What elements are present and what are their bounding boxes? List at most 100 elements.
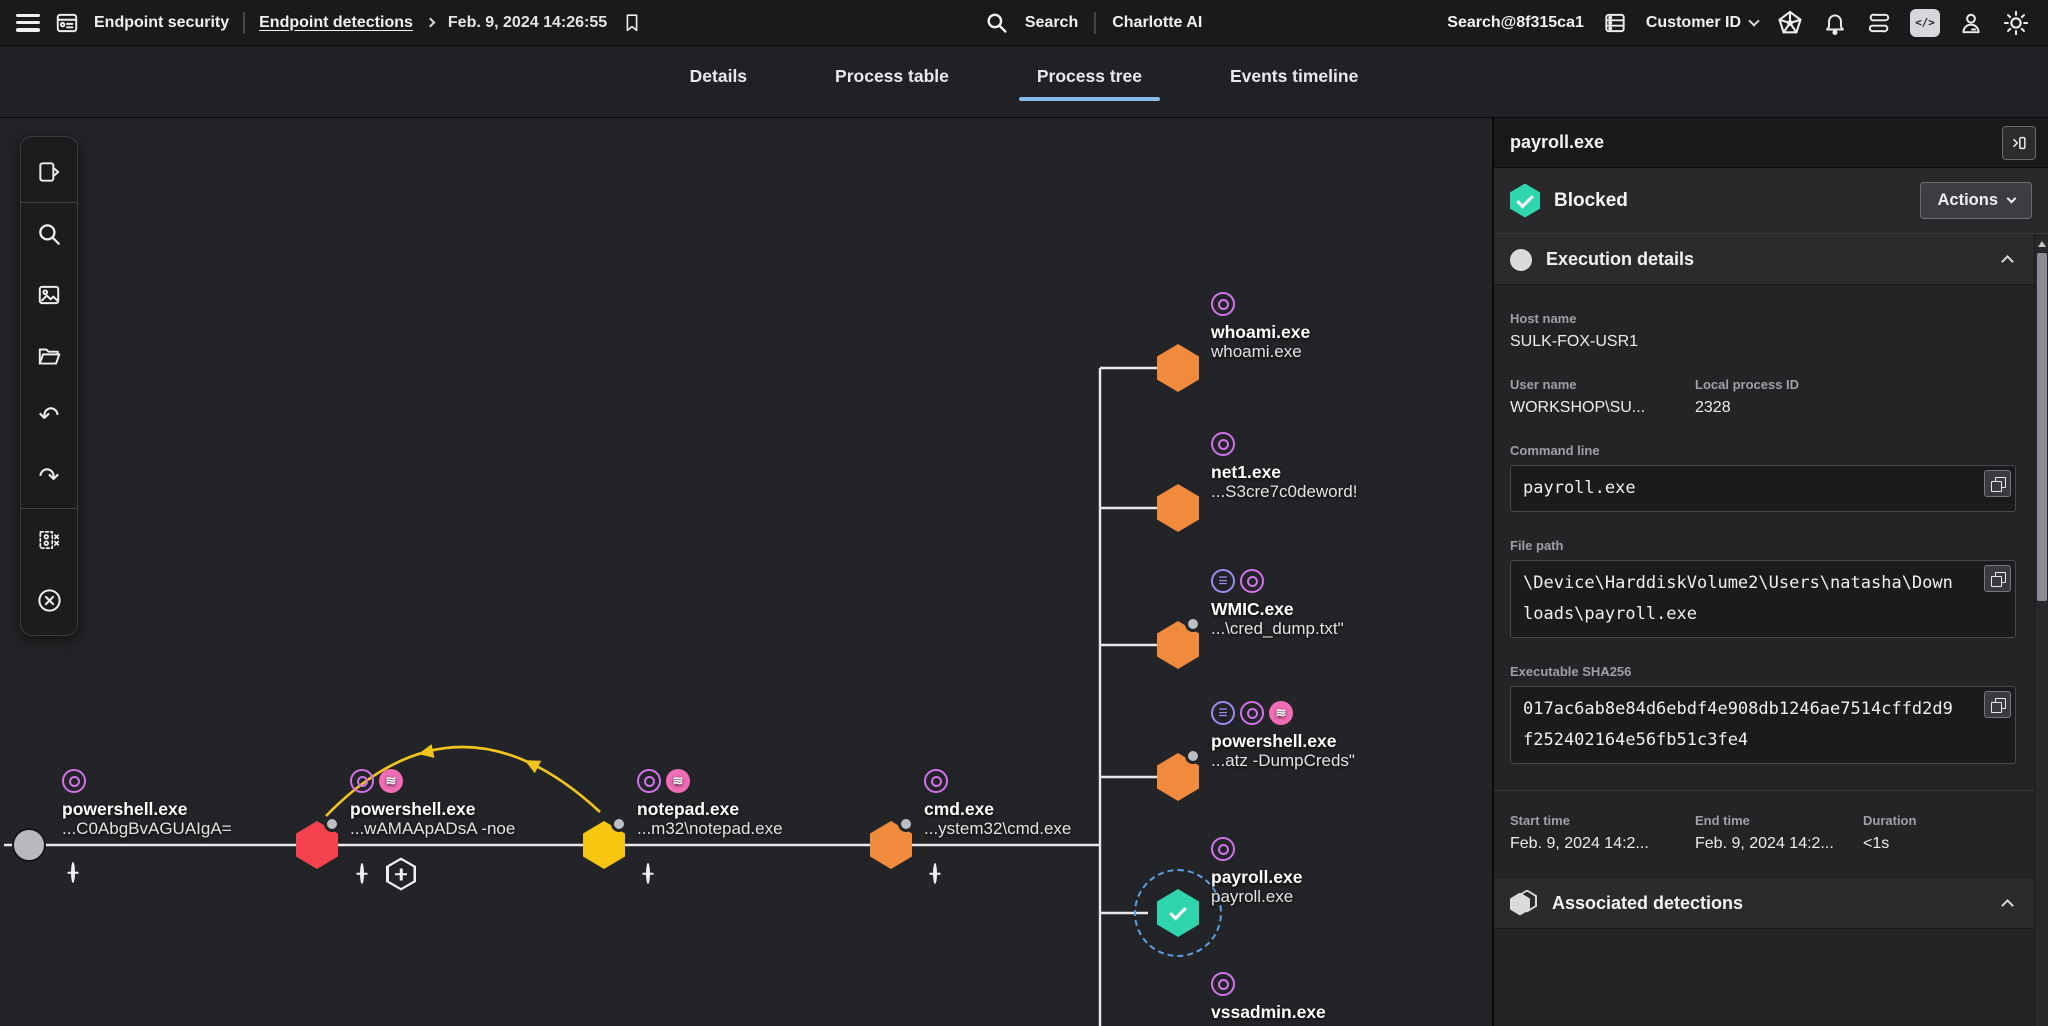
process-node-whoami[interactable] — [1157, 344, 1199, 392]
servers-icon[interactable] — [1602, 10, 1628, 36]
process-node-net1[interactable] — [1157, 484, 1199, 532]
field-label: File path — [1510, 538, 1564, 553]
expand-node-button[interactable] — [386, 857, 416, 891]
tool-snapshot-icon[interactable] — [20, 264, 78, 325]
field-divider — [1494, 790, 2034, 791]
label-icons — [1211, 972, 1492, 998]
section-associated-detections[interactable]: Associated detections — [1494, 879, 2034, 929]
field-file-path: File path \Device\HarddiskVolume2\Users\n… — [1510, 538, 2016, 638]
process-commandline: ...\cred_dump.txt" — [1211, 619, 1344, 638]
label-icons — [350, 769, 650, 795]
process-commandline: ... — [1211, 1022, 1492, 1026]
code-line: payroll.exe — [1523, 478, 1636, 498]
user-icon[interactable] — [1958, 10, 1984, 36]
chevron-up-icon — [2001, 899, 2014, 912]
app-badge-icon[interactable] — [54, 10, 80, 36]
customer-id-dropdown[interactable]: Customer ID — [1646, 14, 1760, 32]
script-list-icon — [1211, 701, 1235, 725]
breadcrumb-link[interactable]: Endpoint detections — [259, 13, 413, 31]
canvas-toolbar: ↶ ↷ — [20, 136, 78, 636]
process-commandline: ...atz -DumpCreds" — [1211, 751, 1355, 770]
field-label: Host name — [1510, 311, 1577, 326]
falcon-pentagon-icon[interactable] — [1776, 9, 1804, 37]
copy-button[interactable] — [1984, 470, 2011, 497]
field-duration: Duration <1s — [1863, 813, 1983, 853]
tab-process-tree[interactable]: Process tree — [1018, 56, 1160, 107]
tab-process-table[interactable]: Process table — [823, 56, 961, 107]
process-tree-canvas[interactable]: powershell.exe...C0AbgBvAGUAIgA=powershe… — [0, 118, 1492, 1026]
collapse-node-button[interactable] — [646, 863, 650, 884]
tab-label: Process tree — [1036, 66, 1142, 86]
minus-icon — [646, 863, 650, 884]
search-icon[interactable] — [985, 11, 1009, 35]
tool-undo-icon[interactable]: ↶ — [38, 402, 60, 430]
scroll-up-icon[interactable] — [2038, 241, 2046, 247]
field-label: Duration — [1863, 813, 1917, 828]
process-name: payroll.exe — [1211, 867, 1303, 887]
copy-button[interactable] — [1984, 565, 2011, 592]
code-icon[interactable]: </> — [1910, 8, 1940, 37]
process-label-vssadmin: vssadmin.exe... — [1211, 972, 1492, 1026]
collapse-node-button[interactable] — [933, 863, 937, 884]
process-node-powershell-root[interactable] — [12, 828, 46, 862]
detection-target-icon — [62, 769, 86, 793]
field-value: Feb. 9, 2024 14:2... — [1695, 835, 1834, 852]
tool-redo-icon[interactable]: ↷ — [38, 463, 60, 491]
notifications-bell-icon[interactable] — [1822, 10, 1848, 36]
code-line: loads\payroll.exe — [1523, 604, 1697, 624]
sensor-wave-icon — [379, 769, 403, 793]
field-label: Executable SHA256 — [1510, 664, 1632, 679]
collapse-node-button[interactable] — [71, 862, 75, 883]
tab-events-timeline[interactable]: Events timeline — [1218, 56, 1370, 107]
process-node-payroll[interactable] — [1157, 889, 1199, 937]
section-execution-details[interactable]: Execution details — [1494, 235, 2034, 285]
copy-button[interactable] — [1984, 691, 2011, 718]
code-value[interactable]: 017ac6ab8e84d6ebdf4e908db1246ae7514cffd2… — [1510, 686, 2016, 764]
tab-label: Details — [689, 66, 748, 86]
process-commandline: whoami.exe — [1211, 342, 1302, 361]
tool-folder-icon[interactable] — [20, 325, 78, 386]
detection-target-icon — [1211, 292, 1235, 316]
process-commandline: ...wAMAApADsA -noe — [350, 819, 516, 838]
panel-scrollbar[interactable] — [2034, 235, 2048, 1026]
minus-icon — [360, 863, 364, 884]
bookmark-icon[interactable] — [621, 12, 643, 34]
search-label[interactable]: Search — [1024, 14, 1079, 31]
code-value[interactable]: \Device\HarddiskVolume2\Users\natasha\Do… — [1510, 560, 2016, 638]
process-name: powershell.exe — [1211, 731, 1337, 751]
collapse-node-button[interactable] — [360, 863, 364, 884]
label-icons — [924, 769, 1224, 795]
actions-button[interactable]: Actions — [1920, 182, 2032, 219]
field-value: SULK-FOX-USR1 — [1510, 333, 1639, 350]
field-row: User name WORKSHOP\SU... Local process ID 2… — [1510, 377, 2016, 417]
theme-sun-icon[interactable] — [2002, 9, 2030, 37]
sensor-wave-icon — [1269, 701, 1293, 725]
charlotte-ai-link[interactable]: Charlotte AI — [1112, 14, 1203, 31]
detection-target-icon — [1211, 972, 1235, 996]
script-list-icon — [1211, 569, 1235, 593]
selection-ring — [1134, 869, 1222, 957]
scrollbar-thumb[interactable] — [2037, 253, 2047, 601]
tab-underline — [672, 97, 765, 101]
process-commandline: payroll.exe — [1211, 887, 1294, 906]
plus-hexagon-icon — [386, 857, 416, 891]
tab-underline — [1212, 97, 1376, 101]
blocked-shield-icon — [1510, 183, 1540, 218]
node-hexagon — [1157, 889, 1199, 937]
tab-details[interactable]: Details — [678, 56, 759, 107]
process-commandline: ...S3cre7c0deword! — [1211, 482, 1358, 501]
field-value: 2328 — [1695, 399, 1731, 416]
details-panel: payroll.exe Blocked Actions Execution de… — [1492, 118, 2048, 1026]
code-value[interactable]: payroll.exe — [1510, 465, 2016, 512]
messages-icon[interactable] — [1866, 10, 1892, 36]
tool-select-nodes-icon[interactable] — [20, 509, 78, 570]
process-label-powershell-encoded: powershell.exe...wAMAApADsA -noe — [350, 769, 650, 839]
menu-icon[interactable] — [16, 13, 40, 32]
process-name: WMIC.exe — [1211, 599, 1294, 619]
tool-expand-panel-icon[interactable] — [20, 141, 78, 202]
collapse-panel-button[interactable] — [2002, 125, 2036, 160]
toolbar-divider — [20, 202, 78, 203]
tab-underline — [817, 97, 967, 101]
tool-search-icon[interactable] — [20, 203, 78, 264]
tool-close-icon[interactable] — [20, 570, 78, 631]
